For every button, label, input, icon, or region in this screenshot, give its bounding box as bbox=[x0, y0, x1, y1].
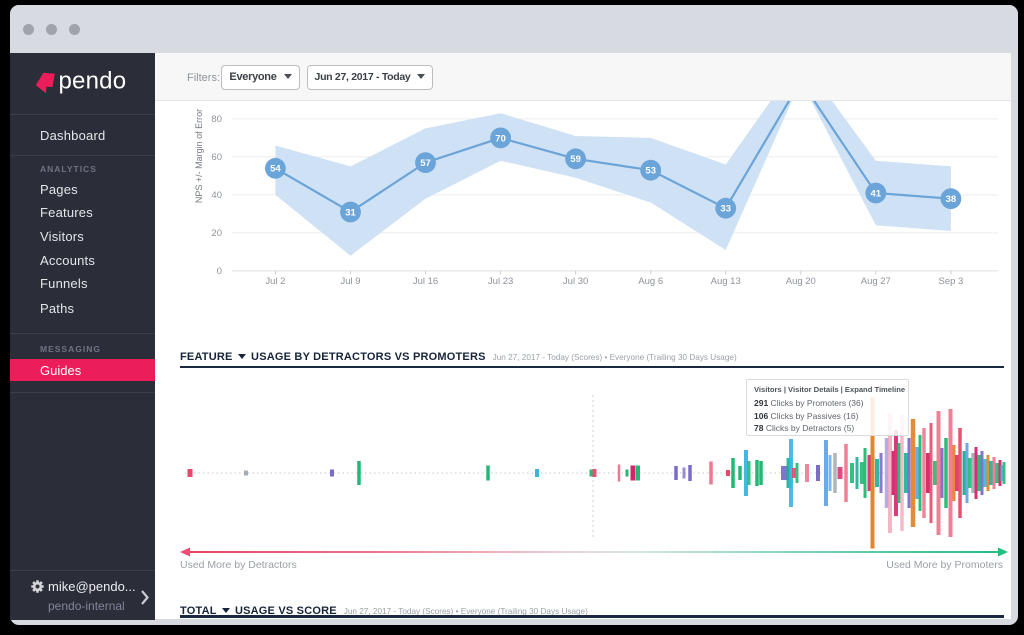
svg-text:Jul 9: Jul 9 bbox=[340, 276, 360, 287]
svg-text:Jul 23: Jul 23 bbox=[488, 276, 513, 287]
svg-text:31: 31 bbox=[345, 207, 356, 218]
svg-text:41: 41 bbox=[871, 188, 882, 199]
svg-text:Aug 27: Aug 27 bbox=[861, 276, 891, 287]
svg-text:Aug 13: Aug 13 bbox=[711, 276, 741, 287]
svg-text:70: 70 bbox=[495, 133, 506, 144]
svg-text:Jul 30: Jul 30 bbox=[563, 276, 588, 287]
svg-text:Aug 20: Aug 20 bbox=[786, 276, 816, 287]
svg-text:20: 20 bbox=[211, 228, 222, 239]
svg-text:Jul 2: Jul 2 bbox=[265, 276, 285, 287]
svg-text:Jul 16: Jul 16 bbox=[413, 276, 438, 287]
svg-text:59: 59 bbox=[570, 154, 581, 165]
svg-text:60: 60 bbox=[211, 152, 222, 163]
svg-text:38: 38 bbox=[946, 194, 957, 205]
svg-text:54: 54 bbox=[270, 164, 281, 175]
svg-text:pendo-internal: pendo-internal bbox=[48, 599, 125, 613]
svg-text:0: 0 bbox=[217, 266, 222, 277]
svg-text:pendo: pendo bbox=[59, 68, 127, 95]
svg-text:40: 40 bbox=[211, 190, 222, 201]
svg-text:53: 53 bbox=[645, 166, 656, 177]
svg-text:57: 57 bbox=[420, 158, 431, 169]
svg-text:Aug 6: Aug 6 bbox=[638, 276, 663, 287]
svg-text:mike@pendo...: mike@pendo... bbox=[48, 579, 136, 594]
svg-text:80: 80 bbox=[211, 114, 222, 125]
svg-text:33: 33 bbox=[720, 204, 731, 215]
svg-text:Sep 3: Sep 3 bbox=[938, 276, 963, 287]
